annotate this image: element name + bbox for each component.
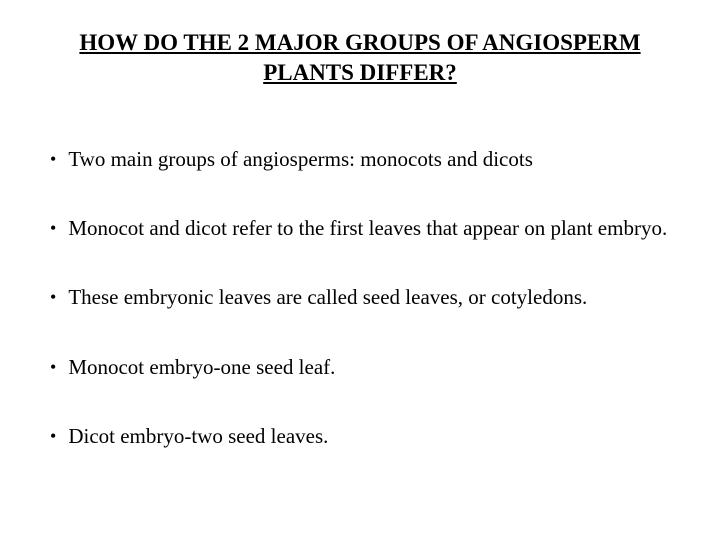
bullet-text: Dicot embryo-two seed leaves. [68, 423, 670, 450]
list-item: • Monocot embryo-one seed leaf. [50, 354, 670, 381]
bullet-text: Two main groups of angiosperms: monocots… [68, 146, 670, 173]
bullet-icon: • [50, 284, 56, 311]
bullet-list: • Two main groups of angiosperms: monoco… [50, 146, 670, 450]
list-item: • Dicot embryo-two seed leaves. [50, 423, 670, 450]
bullet-text: These embryonic leaves are called seed l… [68, 284, 670, 311]
bullet-icon: • [50, 215, 56, 242]
list-item: • Two main groups of angiosperms: monoco… [50, 146, 670, 173]
list-item: • These embryonic leaves are called seed… [50, 284, 670, 311]
bullet-icon: • [50, 423, 56, 450]
bullet-text: Monocot and dicot refer to the first lea… [68, 215, 670, 242]
slide-title: HOW DO THE 2 MAJOR GROUPS OF ANGIOSPERM … [50, 28, 670, 88]
bullet-text: Monocot embryo-one seed leaf. [68, 354, 670, 381]
bullet-icon: • [50, 146, 56, 173]
list-item: • Monocot and dicot refer to the first l… [50, 215, 670, 242]
bullet-icon: • [50, 354, 56, 381]
